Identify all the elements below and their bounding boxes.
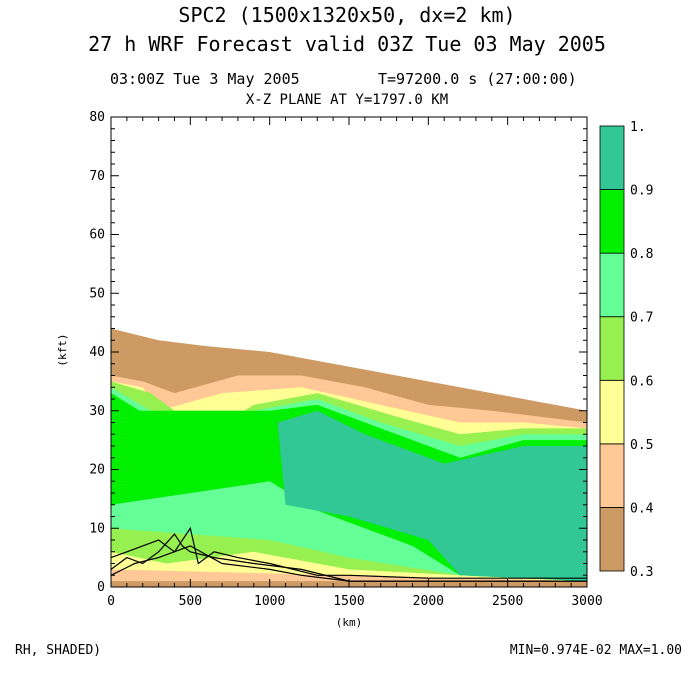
colorbar-label: 1. <box>630 120 646 135</box>
rh-region-0.9 <box>277 410 587 582</box>
y-tick-label: 60 <box>89 228 105 243</box>
terrain-line-3 <box>110 545 587 582</box>
colorbar-label: 0.6 <box>630 374 653 389</box>
title-line2: 27 h WRF Forecast valid 03Z Tue 03 May 2… <box>88 32 606 56</box>
colorbar: 0.3 0.4 0.5 0.6 0.7 0.8 0.9 1. <box>599 120 654 580</box>
time-seconds: T=97200.0 s (27:00:00) <box>378 70 577 88</box>
x-tick-label: 1000 <box>254 594 285 609</box>
colorbar-label: 0.9 <box>630 184 653 199</box>
colorbar-swatch-0.3 <box>599 507 625 572</box>
shaded-regions <box>111 328 587 587</box>
colorbar-label: 0.4 <box>630 501 654 516</box>
x-tick-label: 1500 <box>333 594 364 609</box>
x-tick-label: 3000 <box>571 594 602 609</box>
x-tick-label: 500 <box>179 594 202 609</box>
colorbar-label: 0.7 <box>630 311 653 326</box>
terrain-line-1 <box>110 526 587 579</box>
y-tick-label: 10 <box>89 521 105 536</box>
colorbar-swatch-0.5 <box>599 379 625 445</box>
x-axis-label: (km) <box>336 616 363 629</box>
y-tick-label: 80 <box>89 110 105 125</box>
terrain-lines <box>110 526 587 582</box>
colorbar-swatch-0.7 <box>599 252 625 318</box>
colorbar-swatch-0.9 <box>599 125 625 190</box>
y-tick-label: 40 <box>89 345 105 360</box>
colorbar-label: 0.3 <box>630 565 653 580</box>
title-line1: SPC2 (1500x1320x50, dx=2 km) <box>178 3 515 27</box>
time-label: 03:00Z Tue 3 May 2005 <box>110 70 300 88</box>
plane-label: X-Z PLANE AT Y=1797.0 KM <box>246 92 448 108</box>
axis-ticks: 0 500 1000 1500 2000 2500 3000 0 10 20 30 40 50 60 70 8… <box>89 110 602 609</box>
plot-area: 0 500 1000 1500 2000 2500 3000 0 10 20 30 40 50 60 70 8… <box>89 110 602 609</box>
colorbar-swatch-0.6 <box>599 316 625 381</box>
field-label: RH, SHADED) <box>15 643 101 658</box>
colorbar-label: 0.8 <box>630 247 653 262</box>
colorbar-swatch-0.4 <box>599 443 625 508</box>
minmax-label: MIN=0.974E-02 MAX=1.00 <box>510 643 682 658</box>
y-tick-label: 0 <box>97 580 105 595</box>
colorbar-label: 0.5 <box>630 438 653 453</box>
y-tick-label: 30 <box>89 404 105 419</box>
x-tick-label: 2000 <box>413 594 444 609</box>
colorbar-swatch-0.8 <box>599 189 625 254</box>
y-tick-label: 20 <box>89 463 105 478</box>
y-axis-label: (kft) <box>56 333 69 366</box>
y-tick-label: 70 <box>89 169 105 184</box>
x-tick-label: 2500 <box>492 594 523 609</box>
y-tick-label: 50 <box>89 286 105 301</box>
x-tick-label: 0 <box>107 594 115 609</box>
